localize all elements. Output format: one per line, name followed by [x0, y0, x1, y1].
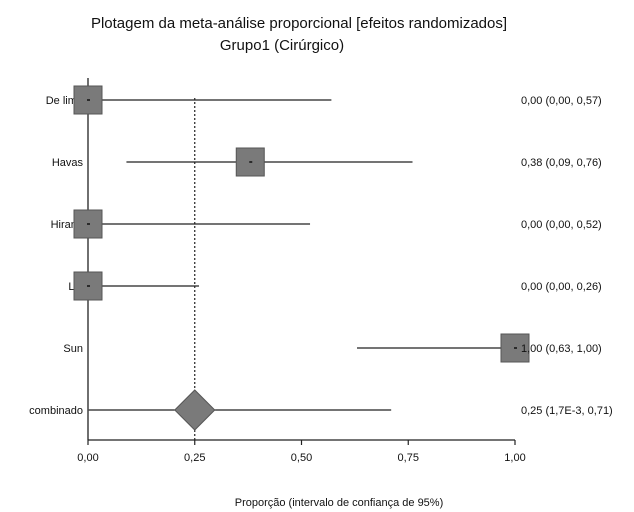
combined-value-label: 0,25 (1,7E-3, 0,71): [521, 405, 613, 417]
x-tick-label: 0,25: [184, 452, 205, 464]
study-value-label: 0,00 (0,00, 0,52): [521, 219, 602, 231]
combined-diamond-marker: [174, 389, 216, 431]
chart-title: Plotagem da meta-análise proporcional [e…: [91, 15, 507, 32]
plot-area: De lima 0,00 (0,00, 0,57)Havas 0,38 (0,09,…: [29, 78, 613, 464]
combined-label: combinado: [29, 405, 83, 417]
x-axis-label: Proporção (intervalo de confiança de 95%…: [235, 497, 444, 509]
x-tick-label: 0,50: [291, 452, 312, 464]
study-value-label: 0,00 (0,00, 0,26): [521, 281, 602, 293]
x-tick-label: 0,00: [77, 452, 98, 464]
x-tick-label: 0,75: [398, 452, 419, 464]
study-value-label: 0,38 (0,09, 0,76): [521, 157, 602, 169]
study-value-label: 1,00 (0,63, 1,00): [521, 343, 602, 355]
study-value-label: 0,00 (0,00, 0,57): [521, 95, 602, 107]
x-tick-label: 1,00: [504, 452, 525, 464]
study-label: Havas: [52, 157, 84, 169]
chart-subtitle: Grupo1 (Cirúrgico): [220, 37, 344, 54]
study-label: Sun: [63, 343, 83, 355]
